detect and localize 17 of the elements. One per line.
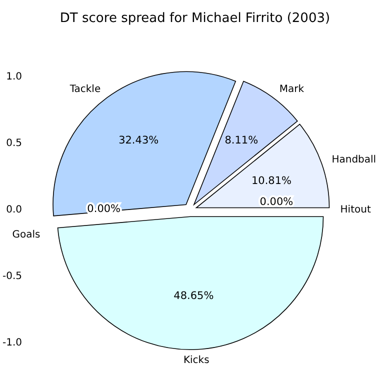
text: 0.0 [6, 204, 22, 216]
category-label: Goals [12, 229, 40, 240]
slice-label: Handball [332, 154, 376, 166]
data-label: 32.43% [118, 134, 159, 146]
text: 1.0 [6, 72, 22, 83]
text: 0.00% [260, 196, 294, 208]
data-label: 10.81% [251, 175, 292, 188]
text: -1.0 [2, 338, 22, 349]
data-label: 48.65% [174, 290, 214, 302]
slice-label: Tackle [68, 84, 101, 95]
chart-title: DT score spread for Michael Firrito (2003) [60, 11, 330, 26]
text: -0.5 [2, 271, 22, 282]
data-label: 8.11% [224, 134, 258, 146]
slice-label: Kicks [183, 354, 210, 366]
slice-label: Mark [279, 84, 304, 95]
text: 0.5 [6, 138, 22, 150]
category-label: Hitout [340, 204, 371, 216]
